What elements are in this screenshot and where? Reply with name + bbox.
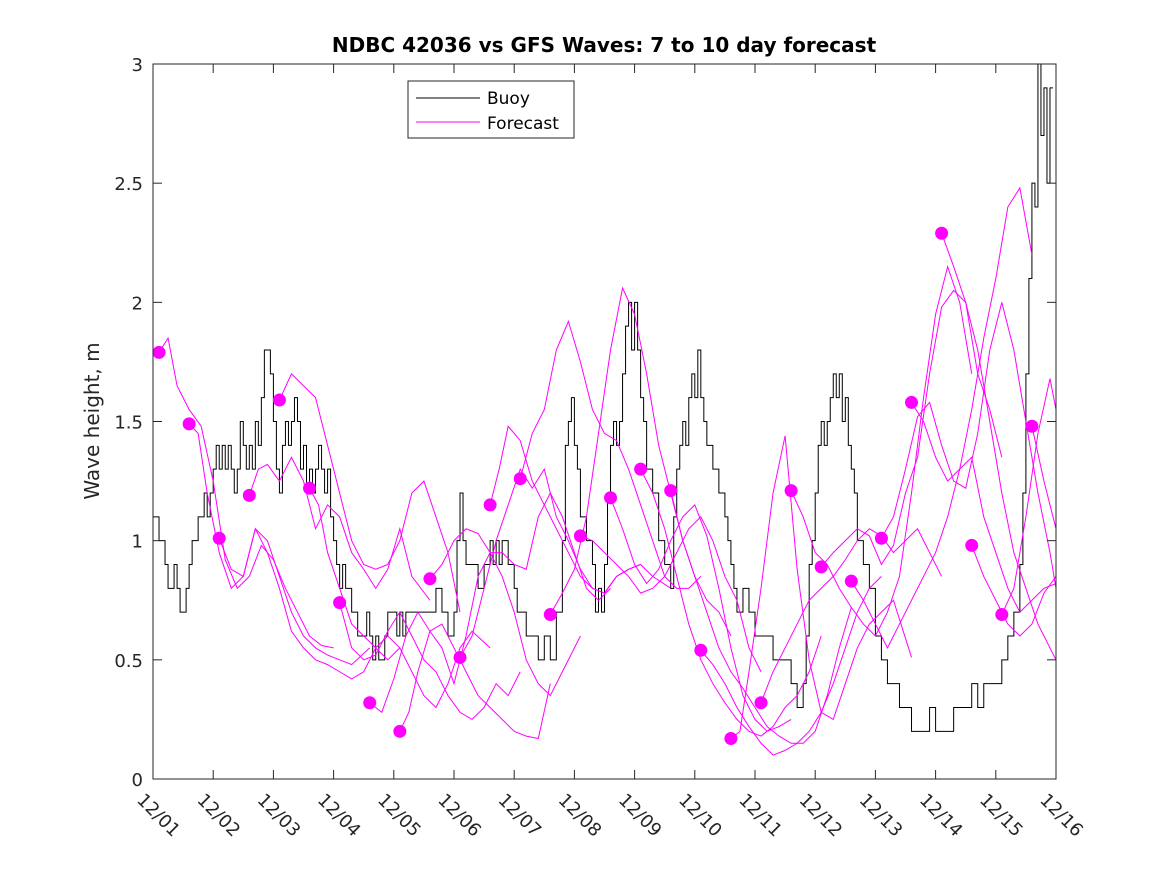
forecast-start-marker [182, 417, 196, 431]
forecast-start-marker [694, 643, 708, 657]
forecast-start-marker [363, 696, 377, 710]
forecast-run-line [790, 264, 973, 637]
legend-forecast-label: Forecast [487, 114, 559, 134]
forecast-start-marker [242, 488, 256, 502]
forecast-start-marker [634, 462, 648, 476]
forecast-start-marker [423, 572, 437, 586]
forecast-run-line [670, 490, 852, 744]
forecast-start-marker [333, 596, 347, 610]
forecast-run-line [911, 402, 1056, 614]
forecast-run-line [158, 336, 334, 649]
forecast-run-line [188, 423, 371, 666]
y-axis-label: Wave height, m [80, 342, 104, 499]
y-tick-label: 0.5 [114, 651, 143, 672]
y-tick-label: 3 [132, 55, 143, 76]
legend-buoy-label: Buoy [487, 89, 530, 109]
buoy-line [153, 64, 1053, 732]
y-tick-label: 2.5 [114, 174, 143, 195]
y-tick-label: 1.5 [114, 413, 143, 434]
forecast-run-line [429, 491, 611, 601]
forecast-run-line [700, 576, 882, 756]
forecast-start-marker [995, 608, 1009, 622]
forecast-run-line [549, 286, 732, 637]
forecast-run-line [610, 497, 792, 732]
y-tick-label: 2 [132, 293, 143, 314]
forecast-start-marker [272, 393, 286, 407]
forecast-run-line [339, 602, 521, 721]
forecast-run-line [248, 456, 431, 601]
forecast-start-marker [784, 484, 798, 498]
forecast-run-line [489, 425, 671, 594]
y-tick-label: 0 [132, 770, 143, 791]
forecast-run-line [278, 372, 461, 613]
forecast-start-marker [543, 608, 557, 622]
forecast-run-line [760, 527, 943, 703]
forecast-run-line [640, 468, 822, 737]
forecast-run-line [820, 289, 1003, 568]
forecast-start-marker [453, 650, 467, 664]
forecast-start-marker [513, 472, 527, 486]
forecast-run-line [399, 551, 581, 732]
forecast-run-line [850, 186, 1033, 650]
forecast-start-marker [844, 574, 858, 588]
forecast-run-line [1031, 426, 1056, 529]
forecast-start-marker [664, 484, 678, 498]
forecast-run-line [218, 527, 401, 680]
forecast-start-marker [814, 560, 828, 574]
forecast-start-marker [905, 395, 919, 409]
forecast-start-marker [303, 481, 317, 495]
forecast-start-marker [724, 731, 738, 745]
forecast-start-marker [604, 491, 618, 505]
forecast-start-marker [212, 531, 226, 545]
forecast-start-marker [483, 498, 497, 512]
legend-box [407, 80, 575, 139]
forecast-run-line [730, 435, 912, 739]
forecast-start-marker [573, 529, 587, 543]
forecast-run-line [309, 487, 491, 709]
forecast-run-line [971, 545, 1056, 637]
forecast-run-line [880, 302, 1056, 589]
y-tick-label: 1 [132, 532, 143, 553]
forecast-start-marker [935, 226, 949, 240]
plot-area [153, 64, 1056, 756]
forecast-start-marker [393, 724, 407, 738]
forecast-run-line [519, 319, 702, 589]
legend: Buoy Forecast [407, 80, 575, 139]
forecast-start-marker [965, 538, 979, 552]
forecast-run-line [580, 515, 762, 672]
forecast-run-line [1001, 378, 1056, 615]
forecast-start-marker [1025, 419, 1039, 433]
forecast-run-line [941, 233, 1056, 661]
forecast-start-marker [874, 531, 888, 545]
chart-title: NDBC 42036 vs GFS Waves: 7 to 10 day for… [332, 33, 877, 57]
forecast-start-marker [153, 345, 166, 359]
y-axis: 0 0.5 1 1.5 2 2.5 3 [114, 55, 1056, 791]
forecast-start-marker [754, 696, 768, 710]
